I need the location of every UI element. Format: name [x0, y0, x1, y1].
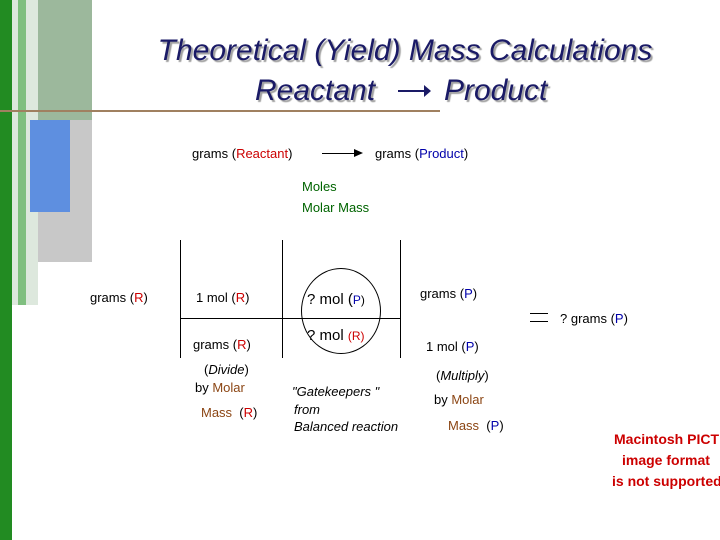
col4-top-letter: P — [464, 286, 473, 301]
title-underline-rule — [0, 110, 440, 112]
grid-divider-3 — [400, 240, 401, 358]
col2-note-close: ) — [244, 362, 249, 377]
col4-note-molar: Molar — [451, 392, 484, 407]
col2-note-molar: Molar — [212, 380, 245, 395]
col4-note-multiply: Multiply — [440, 368, 485, 383]
col4-note-line2: by Molar — [434, 392, 484, 407]
col3-bottom-prefix: ? mol — [307, 327, 348, 344]
top-flow-product-suffix: ) — [463, 146, 469, 161]
col2-note-divide: Divide — [208, 362, 245, 377]
col3-top-suffix: ) — [360, 293, 365, 307]
grid-col2-bottom: grams (R) — [193, 337, 251, 352]
col3-note-line2: from — [294, 402, 320, 417]
grid-divider-2 — [282, 240, 283, 358]
grid-divider-1 — [180, 240, 181, 358]
decor-block-blue — [30, 120, 70, 212]
col2-note-mass: Mass — [201, 405, 233, 420]
top-flow-reactant: grams (Reactant) — [192, 146, 292, 161]
col2-note-line2: by Molar — [195, 380, 245, 395]
col2-note-mass-open: ( — [239, 405, 244, 420]
result-prefix: ? grams ( — [560, 311, 615, 326]
col3-note-line3: Balanced reaction — [294, 419, 399, 434]
col1-letter: R — [134, 290, 144, 305]
col4-note-mass-close: ) — [499, 418, 504, 433]
col4-note-mass: Mass — [448, 418, 480, 433]
col2-top-prefix: 1 mol ( — [196, 290, 236, 305]
col4-bottom-prefix: 1 mol ( — [426, 339, 466, 354]
grid-col1-grams-r: grams (R) — [90, 290, 148, 305]
col2-note-mass-letter: R — [243, 405, 254, 420]
col4-top-suffix: ) — [472, 286, 478, 301]
top-flow-arrow-head — [354, 149, 363, 157]
pict-notice-line3: is not supported — [612, 473, 720, 489]
top-flow-product-word: Product — [419, 146, 464, 161]
top-flow-product: grams (Product) — [375, 146, 468, 161]
top-flow-reactant-prefix: grams ( — [192, 146, 237, 161]
subtitle-reactant: Reactant — [255, 74, 376, 107]
col2-bottom-prefix: grams ( — [193, 337, 238, 352]
equals-sign-bottom — [530, 321, 548, 322]
top-flow-reactant-suffix: ) — [288, 146, 293, 161]
grid-col3-bottom: ? mol (R) — [307, 327, 365, 344]
col4-note-open: ( — [436, 368, 441, 383]
top-flow-arrow-line — [322, 153, 354, 154]
grid-col3-top: ? mol (P) — [307, 291, 365, 308]
col4-note-close: ) — [484, 368, 489, 383]
equals-sign-top — [530, 313, 548, 314]
col3-note-line1: "Gatekeepers " — [292, 384, 380, 399]
col2-top-suffix: ) — [245, 290, 250, 305]
col4-note-line1: (Multiply) — [436, 368, 489, 383]
subtitle-arrow-head — [424, 85, 431, 97]
col4-note-by: by — [434, 392, 452, 407]
col2-bottom-letter: R — [237, 337, 247, 352]
col4-note-mass-letter: P — [490, 418, 500, 433]
grid-horizontal-rule — [180, 318, 400, 319]
subtitle-product: Product — [444, 74, 548, 107]
top-flow-product-prefix: grams ( — [375, 146, 420, 161]
label-molar-mass: Molar Mass — [302, 200, 370, 215]
decor-block-green-inner — [18, 0, 26, 305]
col2-note-open: ( — [204, 362, 209, 377]
col1-suffix: ) — [143, 290, 148, 305]
col3-bottom-letter: (R) — [347, 329, 365, 343]
result-suffix: ) — [623, 311, 628, 326]
grid-col4-bottom: 1 mol (P) — [426, 339, 479, 354]
col4-top-prefix: grams ( — [420, 286, 465, 301]
col2-note-line1: (Divide) — [204, 362, 249, 377]
col3-top-letter: P — [352, 293, 361, 307]
pict-notice-line1: Macintosh PICT — [614, 431, 720, 447]
grid-col4-top: grams (P) — [420, 286, 477, 301]
col4-note-line3: Mass (P) — [448, 418, 504, 433]
col4-bottom-letter: P — [465, 339, 475, 354]
col2-note-by: by — [195, 380, 213, 395]
col4-bottom-suffix: ) — [474, 339, 479, 354]
col2-top-letter: R — [235, 290, 246, 305]
col2-note-line3: Mass (R) — [201, 405, 257, 420]
slide-subtitle: Reactant — [255, 74, 375, 108]
col2-note-mass-close: ) — [253, 405, 258, 420]
col1-prefix: grams ( — [90, 290, 135, 305]
result-grams-p: ? grams (P) — [560, 311, 628, 326]
decor-block-dark-green — [38, 0, 92, 120]
gatekeeper-circle — [301, 268, 381, 354]
result-letter: P — [614, 311, 624, 326]
col3-top-prefix: ? mol ( — [307, 291, 353, 308]
decor-block-green-outer — [0, 0, 12, 540]
top-flow-reactant-word: Reactant — [236, 146, 289, 161]
label-moles: Moles — [302, 179, 337, 194]
pict-placeholder — [612, 430, 716, 490]
col4-note-mass-open: ( — [486, 418, 491, 433]
slide-subtitle-product: Product — [444, 74, 547, 108]
subtitle-arrow — [398, 90, 426, 92]
grid-col2-top: 1 mol (R) — [196, 290, 249, 305]
slide-title: Theoretical (Yield) Mass Calculations — [157, 34, 653, 67]
col2-bottom-suffix: ) — [246, 337, 251, 352]
pict-notice-line2: image format — [622, 452, 710, 468]
